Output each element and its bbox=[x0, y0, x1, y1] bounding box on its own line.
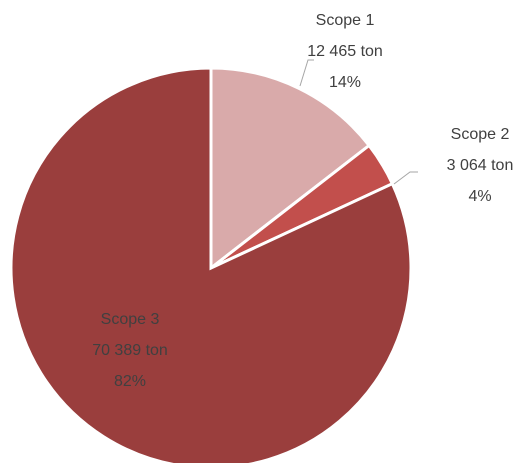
pie-slice bbox=[9, 66, 413, 463]
leader-line bbox=[299, 59, 314, 87]
pie-slice bbox=[209, 66, 372, 272]
percent-label: 4% bbox=[468, 188, 491, 205]
leader-line bbox=[393, 171, 418, 185]
value-label: 3 064 ton bbox=[447, 157, 514, 174]
value-label: 12 465 ton bbox=[307, 43, 383, 60]
percent-label: 82% bbox=[114, 373, 146, 390]
slice-label: Scope 2 bbox=[451, 126, 510, 143]
percent-label: 14% bbox=[329, 74, 361, 91]
slice-label: Scope 1 bbox=[316, 12, 375, 29]
value-label: 70 389 ton bbox=[92, 342, 168, 359]
slice-label: Scope 3 bbox=[101, 311, 160, 328]
